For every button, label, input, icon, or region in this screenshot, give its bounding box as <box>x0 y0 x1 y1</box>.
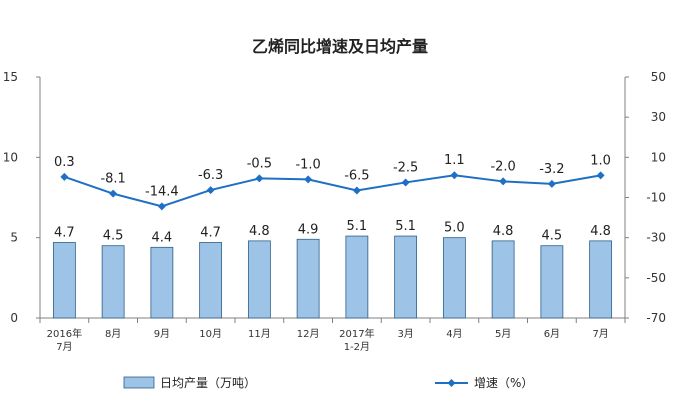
growth-point <box>499 177 508 186</box>
growth-point <box>450 171 459 180</box>
bar-data-label: 4.8 <box>249 224 270 239</box>
left-axis-tick-label: 15 <box>3 70 18 84</box>
category-label: 5月 <box>495 328 511 340</box>
growth-line-path <box>64 174 601 208</box>
right-axis-tick-label: -30 <box>646 231 666 245</box>
category-label: 11月 <box>248 328 271 340</box>
bar <box>52 242 76 319</box>
bar-data-label: 5.1 <box>395 219 416 234</box>
category-label: 3月 <box>397 328 413 340</box>
legend-line-label: 增速（%） <box>474 376 533 390</box>
bar <box>394 235 418 319</box>
legend-line-marker <box>447 379 456 387</box>
category-label: 1-2月 <box>344 341 370 353</box>
bar-data-label: 4.8 <box>590 224 611 239</box>
growth-point <box>304 175 313 184</box>
category-label: 12月 <box>297 328 320 340</box>
bar-data-label: 4.5 <box>542 229 563 244</box>
category-label: 8月 <box>105 328 121 340</box>
right-axis-tick-label: 10 <box>651 150 666 164</box>
growth-point <box>352 186 361 195</box>
bar-data-label: 4.4 <box>152 230 173 245</box>
category-label: 10月 <box>199 328 222 340</box>
left-axis-tick-label: 10 <box>3 150 18 164</box>
left-axis-tick-label: 5 <box>10 231 18 245</box>
bar <box>247 240 271 319</box>
bar <box>589 240 613 319</box>
bar-data-label: 5.0 <box>444 221 465 236</box>
growth-point <box>206 186 215 195</box>
growth-data-label: -1.0 <box>295 157 320 172</box>
growth-data-label: -3.2 <box>539 162 564 177</box>
bar-labels: 4.7 4.5 4.4 4.7 4.8 4.9 5.1 5.1 5.0 4.8 4.5 4.8 <box>54 219 611 245</box>
bar <box>101 245 125 319</box>
line-labels: 0.3 -8.1 -14.4 -6.3 -0.5 -1.0 -6.5 -2.5 1.1 -2.0 -… <box>54 153 611 199</box>
category-label: 2016年 <box>47 327 82 340</box>
growth-point <box>109 189 118 198</box>
category-label: 9月 <box>154 328 170 340</box>
right-axis-tick-label: 30 <box>651 110 666 124</box>
right-axis-tick-label: -70 <box>646 311 666 325</box>
bar <box>150 246 174 319</box>
bar <box>296 238 320 319</box>
bar <box>491 240 515 319</box>
growth-data-label: -2.5 <box>393 160 418 175</box>
legend-bar-label: 日均产量（万吨） <box>160 376 256 390</box>
category-label: 4月 <box>446 328 462 340</box>
growth-data-label: -6.5 <box>344 168 369 183</box>
category-label: 2017年 <box>339 327 374 340</box>
axes: 0 5 10 15 50 30 10 -10 -30 -50 -70 <box>3 70 666 325</box>
bar <box>199 242 223 319</box>
bar-data-label: 4.7 <box>200 225 221 240</box>
growth-line <box>60 171 605 211</box>
growth-data-label: -0.5 <box>247 156 272 171</box>
growth-data-label: 1.1 <box>444 153 465 168</box>
growth-point <box>596 171 605 180</box>
category-label: 6月 <box>544 328 560 340</box>
bar-data-label: 4.7 <box>54 225 75 240</box>
bars <box>52 235 613 319</box>
left-axis-tick-label: 0 <box>10 311 18 325</box>
bar <box>442 237 466 319</box>
bar-data-label: 4.8 <box>493 224 514 239</box>
category-label: 7月 <box>56 341 72 353</box>
growth-data-label: -8.1 <box>100 172 125 187</box>
right-axis-tick-label: 50 <box>651 70 666 84</box>
growth-point <box>60 172 69 181</box>
growth-point <box>401 178 410 187</box>
right-axis-tick-label: -10 <box>646 191 666 205</box>
growth-data-label: -6.3 <box>198 168 223 183</box>
growth-point <box>547 179 556 188</box>
bar <box>540 245 564 319</box>
right-axis-tick-label: -50 <box>646 271 666 285</box>
bar <box>345 235 369 319</box>
growth-point <box>157 202 166 211</box>
growth-data-label: -14.4 <box>145 184 179 199</box>
legend: 日均产量（万吨） 增速（%） <box>123 376 533 390</box>
growth-data-label: 0.3 <box>54 155 75 170</box>
growth-data-label: 1.0 <box>590 153 611 168</box>
growth-data-label: -2.0 <box>490 159 515 174</box>
growth-point <box>255 174 264 183</box>
bar-data-label: 5.1 <box>347 219 368 234</box>
bar-data-label: 4.9 <box>298 222 319 237</box>
category-label: 7月 <box>592 328 608 340</box>
legend-bar-swatch <box>123 376 155 389</box>
bar-data-label: 4.5 <box>103 229 124 244</box>
chart-title: 乙烯同比增速及日均产量 <box>252 37 428 56</box>
